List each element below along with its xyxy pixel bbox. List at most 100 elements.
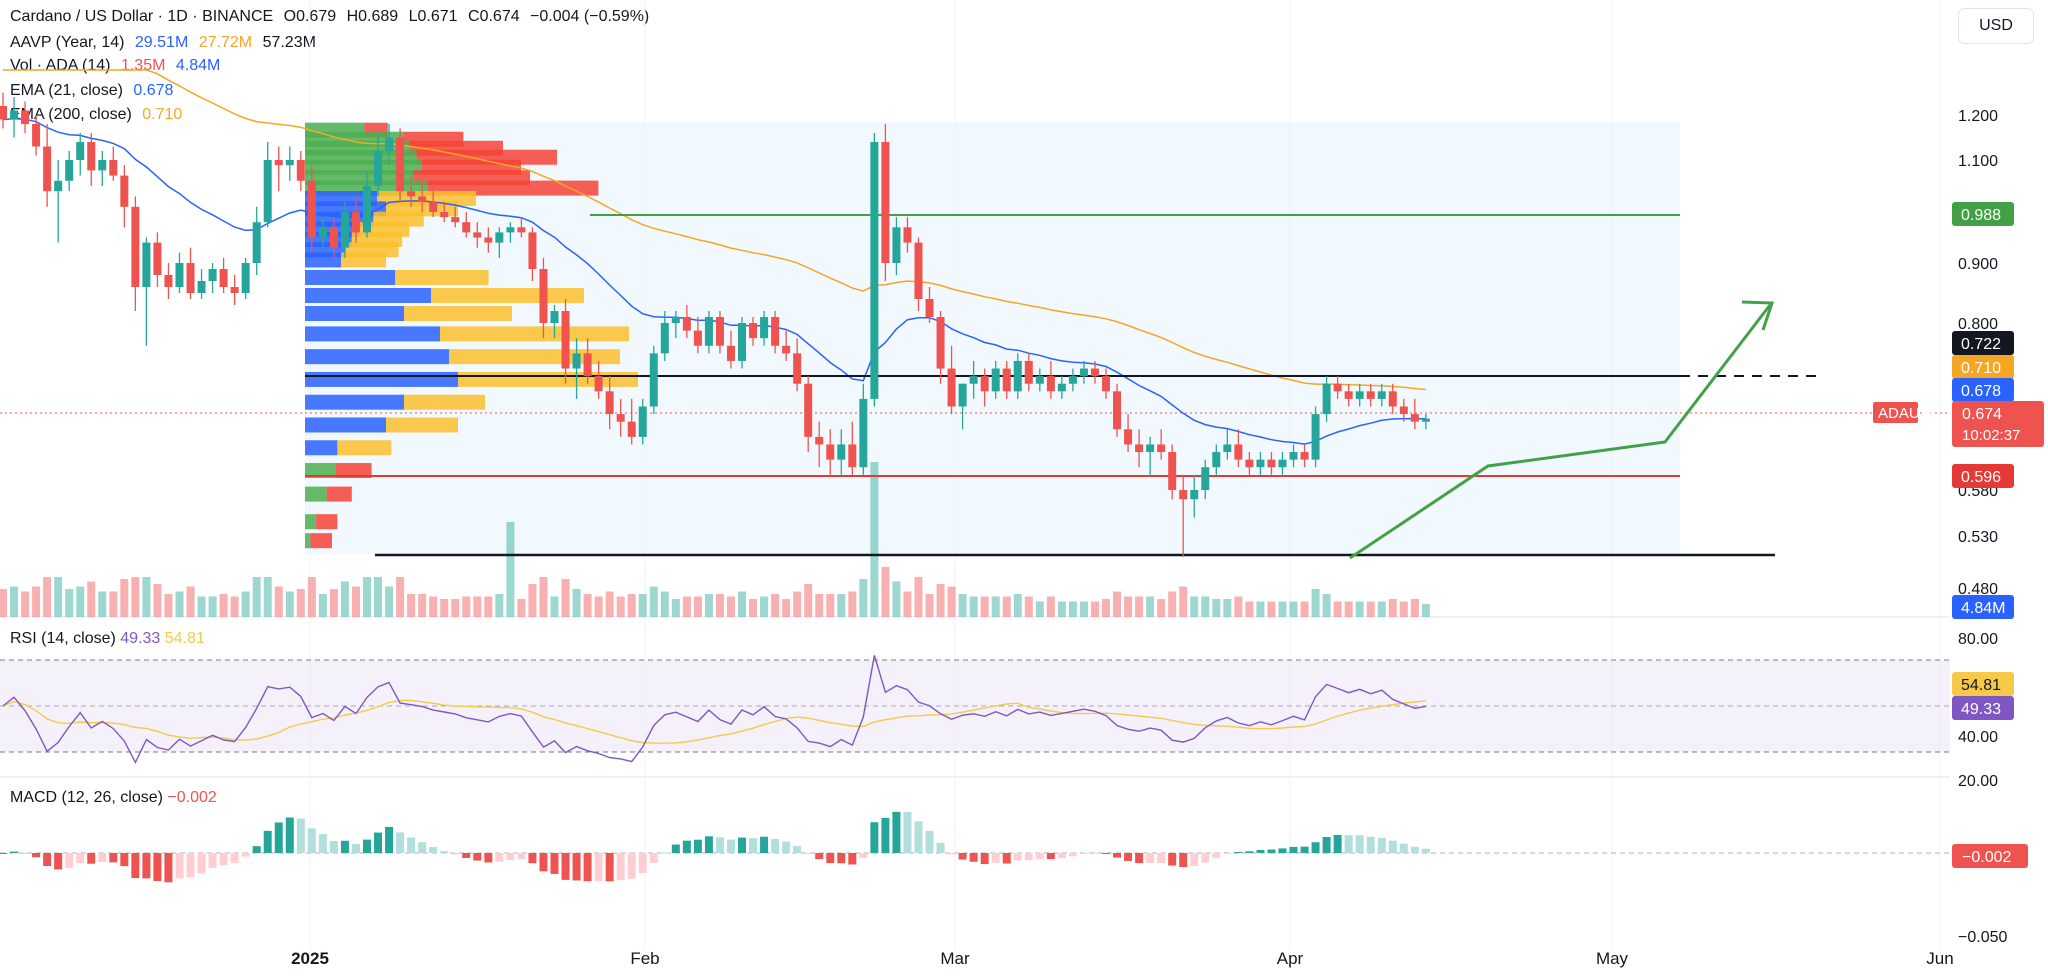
candle-body: [10, 110, 19, 120]
volume-bar: [848, 591, 857, 617]
macd-histogram-bar: [605, 853, 614, 882]
volume-bar: [649, 586, 658, 617]
candle-body: [738, 323, 747, 361]
volume-bar: [826, 594, 835, 617]
candle-body: [473, 232, 482, 238]
macd-histogram-bar: [1146, 853, 1155, 864]
macd-histogram-bar: [980, 853, 989, 865]
candle-body: [396, 137, 405, 192]
macd-histogram-bar: [991, 853, 1000, 863]
volume-bar: [1113, 591, 1122, 617]
candle-body: [385, 137, 394, 151]
candle-body: [881, 142, 890, 263]
volume-bar: [1278, 601, 1287, 617]
rsi-legend[interactable]: RSI (14, close) 49.33 54.81: [10, 630, 205, 648]
macd-histogram-bar: [594, 853, 603, 882]
macd-histogram-bar: [782, 841, 791, 853]
projection-arrowhead: [1741, 300, 1775, 331]
macd-histogram-bar: [440, 851, 449, 853]
macd-histogram-bar: [1068, 853, 1077, 857]
volume-bar: [1234, 596, 1243, 617]
aavp-legend[interactable]: AAVP (Year, 14) 29.51M 27.72M 57.23M: [10, 32, 322, 54]
vp-row-up: [305, 533, 311, 549]
macd-histogram-bar: [87, 853, 96, 864]
vp-row-up: [305, 252, 341, 268]
last-price-marker: [1952, 401, 2044, 447]
macd-histogram-bar: [881, 817, 890, 853]
aavp-value-down: 27.72M: [198, 34, 253, 51]
volume-bar: [1057, 601, 1066, 617]
macd-histogram-bar: [21, 852, 30, 854]
volume-bar: [594, 596, 603, 617]
price-marker-label: 0.710: [1961, 360, 2001, 377]
volume-bar: [1245, 601, 1254, 617]
macd-histogram-bar: [1079, 853, 1088, 855]
macd-histogram-bar: [462, 853, 471, 858]
macd-value: −0.002: [167, 789, 217, 806]
volume-bar: [1201, 596, 1210, 617]
macd-histogram-bar: [1256, 849, 1265, 853]
volume-bar: [1289, 601, 1298, 617]
candle-body: [870, 142, 879, 399]
candle-body: [495, 232, 504, 243]
rsi-ma-value: 54.81: [164, 630, 205, 647]
macd-histogram-bar: [186, 853, 195, 878]
volume-bar: [550, 596, 559, 617]
volume-bar: [43, 577, 52, 617]
macd-histogram-bar: [1024, 853, 1033, 861]
candle-body: [958, 383, 967, 407]
volume-bar: [1256, 601, 1265, 617]
time-axis-label: May: [1596, 949, 1629, 968]
candle-body: [429, 201, 438, 212]
volume-bar: [506, 522, 515, 617]
macd-histogram-bar: [1002, 853, 1011, 864]
volume-bar: [1002, 596, 1011, 617]
currency-selector[interactable]: USD: [1958, 8, 2034, 44]
volume-bar: [274, 586, 283, 617]
ema21-legend[interactable]: EMA (21, close) 0.678: [10, 80, 179, 102]
vp-row-down: [458, 371, 638, 387]
macd-histogram-bar: [804, 853, 813, 854]
candle-body: [826, 444, 835, 460]
macd-histogram-bar: [374, 832, 383, 853]
candle-body: [1201, 467, 1210, 490]
volume-bar: [881, 567, 890, 617]
macd-histogram-bar: [726, 839, 735, 853]
candle-body: [407, 191, 416, 197]
volume-bar: [462, 596, 471, 617]
candle-body: [186, 263, 195, 293]
candle-body: [1399, 406, 1408, 415]
candle-body: [1168, 452, 1177, 490]
candle-body: [98, 160, 107, 171]
volume-bar: [726, 596, 735, 617]
candle-body: [1046, 376, 1055, 392]
volume-bar: [1333, 601, 1342, 617]
rsi-ma-line: [2, 699, 1426, 744]
candle-body: [318, 227, 327, 238]
volume-profile: [305, 122, 1680, 554]
macd-histogram-bar: [1322, 836, 1331, 853]
candles: [0, 92, 1430, 557]
volume-bar: [583, 594, 592, 617]
volume-bar: [440, 599, 449, 617]
candle-body: [550, 311, 559, 323]
vp-row-down: [440, 326, 629, 342]
ema200-legend[interactable]: EMA (200, close) 0.710: [10, 104, 188, 126]
volume-bar: [1024, 596, 1033, 617]
candle-body: [1068, 376, 1077, 384]
volume-bar: [1399, 601, 1408, 617]
volume-bar: [230, 596, 239, 617]
macd-histogram-bar: [407, 837, 416, 853]
vp-row-up: [305, 270, 395, 285]
macd-legend[interactable]: MACD (12, 26, close) −0.002: [10, 789, 217, 807]
price-tick-label: 1.200: [1958, 108, 1998, 125]
volume-bar: [1168, 591, 1177, 617]
candle-body: [296, 160, 305, 181]
candle-body: [1267, 459, 1276, 468]
symbol-legend[interactable]: Cardano / US Dollar · 1D · BINANCE O0.67…: [10, 6, 655, 28]
rsi-line: [2, 655, 1427, 764]
candle-body: [1300, 452, 1309, 460]
candle-body: [925, 299, 934, 317]
volume-bar: [495, 594, 504, 617]
